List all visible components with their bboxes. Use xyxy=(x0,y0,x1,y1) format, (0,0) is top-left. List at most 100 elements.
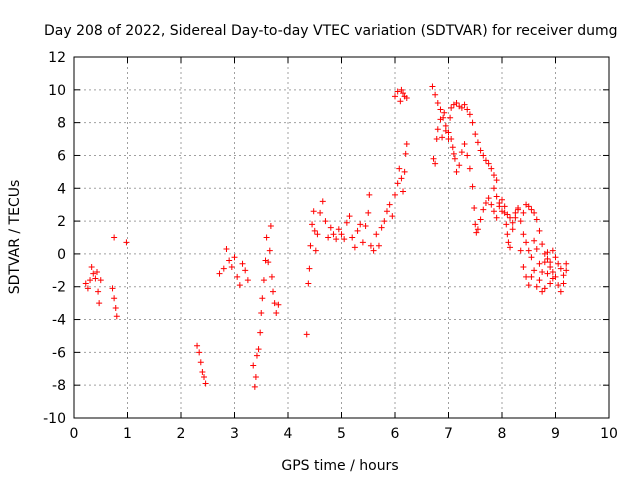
y-tick-label: 0 xyxy=(57,247,66,263)
data-point xyxy=(398,86,405,93)
data-point xyxy=(547,264,554,271)
x-tick-label: 7 xyxy=(444,426,453,442)
data-point xyxy=(373,231,380,238)
data-point xyxy=(448,104,455,111)
data-point xyxy=(401,168,408,175)
data-point xyxy=(251,383,258,390)
data-point xyxy=(472,131,479,138)
data-point xyxy=(536,260,543,267)
data-point xyxy=(517,247,524,254)
data-point xyxy=(528,206,535,213)
data-point xyxy=(432,160,439,167)
x-tick-label: 0 xyxy=(70,426,79,442)
data-point xyxy=(456,162,463,169)
data-point xyxy=(555,260,562,267)
data-point xyxy=(490,208,497,215)
data-point xyxy=(335,226,342,233)
data-point xyxy=(319,198,326,205)
data-point xyxy=(509,219,516,226)
y-tick-label: 4 xyxy=(57,181,66,197)
data-point xyxy=(520,231,527,238)
data-point xyxy=(362,223,369,230)
data-point xyxy=(504,231,511,238)
data-point xyxy=(398,175,405,182)
data-point xyxy=(531,237,538,244)
data-point xyxy=(268,273,275,280)
data-point xyxy=(381,218,388,225)
data-point xyxy=(469,119,476,126)
data-point xyxy=(392,93,398,100)
data-point xyxy=(477,147,484,154)
y-tick-label: 12 xyxy=(48,50,66,66)
data-point xyxy=(490,172,497,179)
data-point xyxy=(493,214,500,221)
data-point xyxy=(220,265,227,272)
data-point xyxy=(250,362,257,369)
data-point xyxy=(531,209,538,216)
data-point xyxy=(499,208,505,215)
data-point xyxy=(236,282,243,289)
data-point xyxy=(557,265,564,272)
data-points xyxy=(82,83,570,390)
data-point xyxy=(473,229,480,236)
data-point xyxy=(536,277,543,284)
data-point xyxy=(445,136,452,143)
data-point xyxy=(493,193,500,200)
data-point xyxy=(95,288,102,295)
data-point xyxy=(346,213,353,220)
data-point xyxy=(394,180,401,187)
data-point xyxy=(275,301,282,308)
data-point xyxy=(525,247,532,254)
data-point xyxy=(201,373,208,380)
data-point xyxy=(228,264,235,271)
data-point xyxy=(439,134,446,141)
data-point xyxy=(259,295,266,302)
data-point xyxy=(196,349,203,356)
data-point xyxy=(485,195,492,202)
x-tick-label: 5 xyxy=(337,426,346,442)
data-point xyxy=(216,270,223,277)
data-point xyxy=(82,280,89,287)
data-point xyxy=(477,216,484,223)
data-point xyxy=(258,309,265,316)
y-tick-label: -2 xyxy=(52,280,66,296)
data-point xyxy=(496,200,503,207)
data-point xyxy=(441,109,448,116)
data-point xyxy=(327,224,334,231)
data-point xyxy=(226,257,233,264)
y-tick-label: -6 xyxy=(52,345,66,361)
data-point xyxy=(525,282,532,289)
data-point xyxy=(400,90,407,97)
data-point xyxy=(265,259,272,266)
data-point xyxy=(234,273,241,280)
data-point xyxy=(397,98,404,105)
data-point xyxy=(472,221,479,228)
data-point xyxy=(437,116,444,123)
x-tick-label: 4 xyxy=(284,426,293,442)
data-point xyxy=(255,346,262,353)
data-point xyxy=(503,221,510,228)
data-point xyxy=(349,234,356,241)
data-point xyxy=(560,280,567,287)
data-point xyxy=(493,177,500,184)
data-point xyxy=(505,239,512,246)
data-point xyxy=(113,313,120,320)
data-point xyxy=(515,204,522,211)
data-point xyxy=(563,267,570,274)
data-point xyxy=(330,231,337,238)
data-point xyxy=(263,234,270,241)
data-point xyxy=(386,201,393,208)
data-point xyxy=(539,268,546,275)
data-point xyxy=(90,270,97,277)
data-point xyxy=(306,265,313,272)
data-point xyxy=(536,227,543,234)
data-point xyxy=(267,223,274,230)
x-tick-label: 8 xyxy=(498,426,507,442)
y-tick-label: 6 xyxy=(57,148,66,164)
data-point xyxy=(97,277,104,284)
data-point xyxy=(453,168,460,175)
data-point xyxy=(563,260,570,267)
data-point xyxy=(389,213,396,220)
y-tick-label: 2 xyxy=(57,214,66,230)
